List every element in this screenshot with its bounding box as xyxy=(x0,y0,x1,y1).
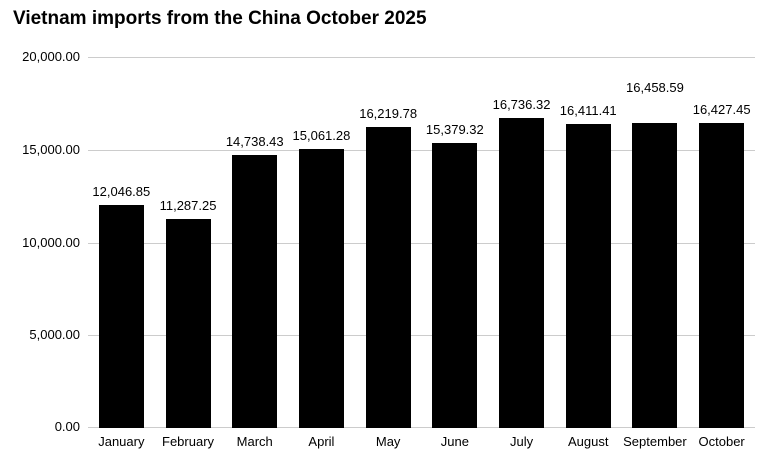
gridline xyxy=(88,149,755,151)
x-axis-label: October xyxy=(698,434,745,449)
bar-may xyxy=(365,127,411,428)
y-axis-tick-label: 10,000.00 xyxy=(22,234,80,250)
y-axis-tick-label: 15,000.00 xyxy=(22,141,80,157)
bar-january xyxy=(98,204,144,428)
bar-february xyxy=(165,218,211,428)
x-axis-label: March xyxy=(236,434,273,449)
bar-april xyxy=(298,148,344,428)
bar-october xyxy=(699,123,745,428)
bar-value-label: 16,736.32 xyxy=(492,96,551,112)
bar-august xyxy=(565,123,611,428)
x-axis-label: May xyxy=(375,434,401,449)
x-axis-label: August xyxy=(567,434,609,449)
bar-value-label: 16,411.41 xyxy=(559,102,617,118)
bar-june xyxy=(432,142,478,428)
bar-value-label: 16,427.45 xyxy=(692,102,751,118)
y-axis-tick-label: 5,000.00 xyxy=(29,327,80,343)
chart-title: Vietnam imports from the China October 2… xyxy=(13,8,427,29)
bar-july xyxy=(499,117,545,428)
plot-area: 12,046.85 11,287.25 14,738.43 15,061.28 16,2… xyxy=(88,57,755,428)
bar-value-label: 16,458.59 xyxy=(626,79,684,95)
x-axis-label: February xyxy=(162,434,215,449)
bar-value-label: 12,046.85 xyxy=(92,183,151,199)
bar-value-label: 11,287.25 xyxy=(159,197,217,213)
x-axis-label: July xyxy=(509,434,534,449)
bar-value-label: 14,738.43 xyxy=(225,133,284,149)
gridline xyxy=(88,57,755,58)
bar-value-label: 15,061.28 xyxy=(292,127,351,143)
x-axis: January February March April May June July Augu… xyxy=(88,434,755,454)
y-axis-tick-label: 0.00 xyxy=(54,419,80,434)
x-axis-label: June xyxy=(440,434,469,449)
y-axis-tick-label: 20,000.00 xyxy=(22,49,80,64)
bar-value-label: 16,219.78 xyxy=(359,106,418,122)
gridline xyxy=(88,427,755,428)
gridline xyxy=(88,242,755,244)
x-axis-label: January xyxy=(98,434,145,449)
bar-september xyxy=(632,122,678,428)
gridline xyxy=(88,335,755,337)
y-axis: 0.00 5,000.00 10,000.00 15,000.00 20,000.00 xyxy=(0,49,80,434)
x-axis-label: April xyxy=(308,434,335,449)
bar-march xyxy=(232,154,278,428)
bar-value-label: 15,379.32 xyxy=(425,121,484,137)
x-axis-label: September xyxy=(623,434,687,449)
